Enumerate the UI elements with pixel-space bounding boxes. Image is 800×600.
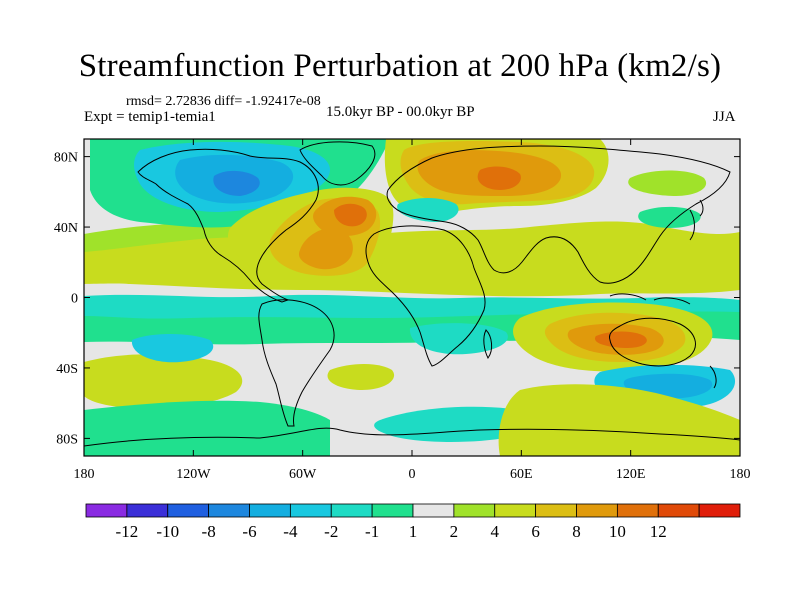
colorbar-swatch: [698, 503, 741, 518]
colorbar-swatch: [657, 503, 700, 518]
colorbar-label: 1: [409, 522, 418, 541]
lon-tick-label: 0: [409, 467, 416, 482]
lat-tick-label: 40N: [54, 221, 78, 236]
lat-axis: 80N 40N 0 40S 80S: [54, 151, 740, 447]
lon-tick-label: 120E: [616, 467, 646, 482]
contour-south-atlantic-yellow: [84, 354, 243, 408]
lon-tick-label: 180: [74, 467, 95, 482]
colorbar-swatch: [126, 503, 169, 518]
colorbar-swatch: [412, 503, 455, 518]
colorbar-label: -6: [242, 522, 256, 541]
coast-indonesia: [609, 293, 691, 305]
colorbar-swatch: [167, 503, 210, 518]
colorbar-label: -12: [116, 522, 139, 541]
contour-canada-low-inner: [213, 170, 260, 196]
coast-greenland: [299, 141, 376, 186]
coast-nz: [709, 365, 717, 389]
contour-atlantic-high-8: [334, 203, 367, 227]
lat-tick-label: 80S: [56, 432, 78, 447]
coast-antarctica: [84, 427, 740, 447]
coast-eurasia: [386, 145, 731, 284]
colorbar-label: -2: [324, 522, 338, 541]
colorbar-label: -10: [156, 522, 179, 541]
coast-australia: [609, 317, 696, 367]
coast-south-america: [258, 299, 335, 427]
experiment-line: Expt = temip1-temia1: [84, 109, 216, 125]
coast-japan: [689, 199, 704, 241]
coast-north-america: [137, 148, 319, 303]
lon-tick-label: 60E: [510, 467, 533, 482]
colorbar-swatch: [616, 503, 659, 518]
contour-south-indian-low: [131, 334, 214, 363]
colorbar-label: -4: [283, 522, 298, 541]
colorbar-swatch: [330, 503, 373, 518]
coastlines: [84, 141, 740, 447]
colorbar-label: 2: [450, 522, 459, 541]
contour-eurasia-8: [477, 166, 521, 190]
contour-ne-asia-green: [628, 170, 707, 196]
colorbar-swatch: [208, 503, 250, 518]
lon-tick-label: 180: [730, 467, 751, 482]
colorbar-label: -8: [202, 522, 216, 541]
season-label: JJA: [713, 109, 736, 125]
lat-tick-label: 0: [71, 292, 78, 307]
colorbar-swatch: [494, 503, 537, 518]
contour-atlantic-high-6: [298, 228, 353, 270]
contour-australia-8: [594, 331, 647, 348]
timespan-line: 15.0kyr BP - 00.0kyr BP: [326, 104, 475, 120]
colorbar-swatch: [535, 503, 577, 518]
contour-field: [84, 139, 740, 456]
colorbar-swatch: [371, 503, 414, 518]
lat-tick-label: 40S: [56, 362, 78, 377]
colorbar-label: -1: [365, 522, 379, 541]
plot-title: Streamfunction Perturbation at 200 hPa (…: [78, 48, 722, 84]
contour-antarctic-teal: [374, 406, 534, 442]
colorbar-label: 6: [531, 522, 540, 541]
stats-line: rmsd= 2.72836 diff= -1.92417e-08: [126, 94, 321, 109]
coast-africa: [365, 225, 486, 367]
lon-axis: 180 120W 60W 0 60E 120E 180: [74, 139, 751, 482]
contour-south-atlantic-yellow-2: [327, 364, 395, 390]
colorbar-label: 12: [650, 522, 667, 541]
colorbar-swatch: [85, 503, 128, 518]
contour-indian-low: [409, 323, 508, 355]
lon-tick-label: 60W: [289, 467, 317, 482]
contour-southern-ocean-green: [84, 400, 330, 456]
colorbar-swatch: [289, 503, 332, 518]
contour-ne-asia-teal: [638, 206, 701, 228]
coast-madagascar: [483, 329, 493, 359]
colorbar-swatch: [249, 503, 291, 518]
contour-south-indian-yellow: [498, 384, 740, 456]
colorbar-label: 4: [491, 522, 500, 541]
colorbar: -12 -10 -8 -6 -4 -2 -1 1 2 4 6 8 10 12: [85, 503, 741, 541]
lon-tick-label: 120W: [176, 467, 211, 482]
colorbar-swatch: [453, 503, 496, 518]
colorbar-label: 10: [609, 522, 626, 541]
colorbar-label: 8: [572, 522, 581, 541]
lat-tick-label: 80N: [54, 151, 78, 166]
colorbar-swatch: [576, 503, 618, 518]
